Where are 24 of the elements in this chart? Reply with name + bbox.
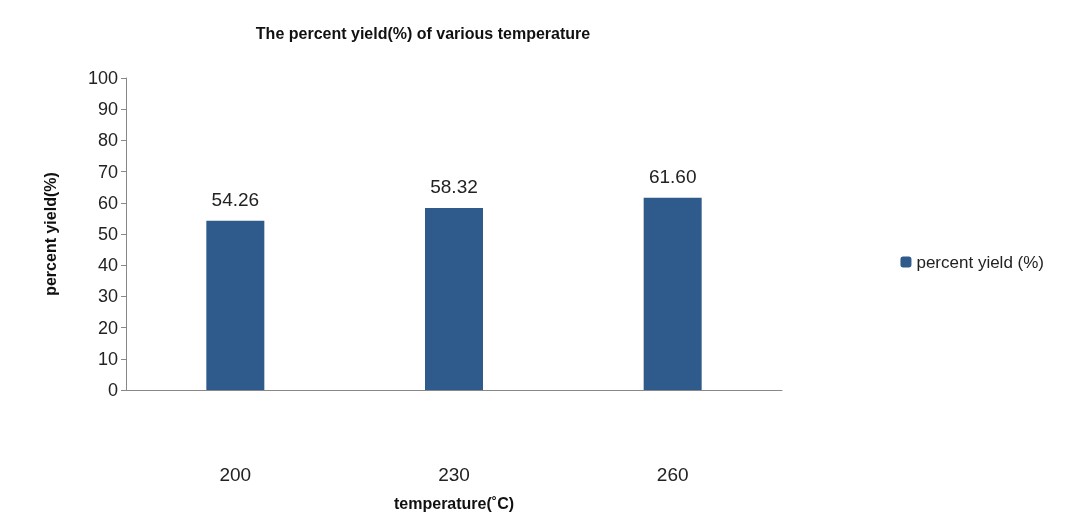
y-tick-label: 40 — [97, 255, 118, 276]
x-tick-label: 200 — [219, 464, 252, 485]
bar — [643, 197, 702, 390]
x-axis-title: temperature(˚C) — [393, 494, 515, 512]
x-tick-label: 230 — [438, 464, 470, 485]
data-label: 61.60 — [648, 165, 697, 187]
x-tick-label: 260 — [656, 464, 689, 485]
legend-label: percent yield (%) — [916, 252, 1045, 272]
data-label: 58.32 — [430, 176, 478, 198]
y-tick-label: 50 — [97, 224, 118, 244]
y-tick-label: 60 — [97, 192, 118, 213]
y-tick-label: 20 — [97, 317, 118, 338]
y-tick-label: 10 — [97, 348, 118, 369]
y-tick-label: 100 — [87, 68, 118, 88]
y-axis-title: percent yield(%) — [41, 172, 59, 296]
y-tick-label: 70 — [97, 161, 118, 182]
data-label: 54.26 — [211, 188, 260, 210]
bar — [206, 220, 265, 390]
y-tick-label: 80 — [97, 130, 118, 151]
y-tick-label: 0 — [107, 380, 118, 400]
y-tick-label: 90 — [97, 99, 118, 120]
chart-title: The percent yield(%) of various temperature — [255, 24, 591, 42]
y-tick-label: 30 — [97, 286, 118, 307]
bar — [425, 208, 483, 390]
